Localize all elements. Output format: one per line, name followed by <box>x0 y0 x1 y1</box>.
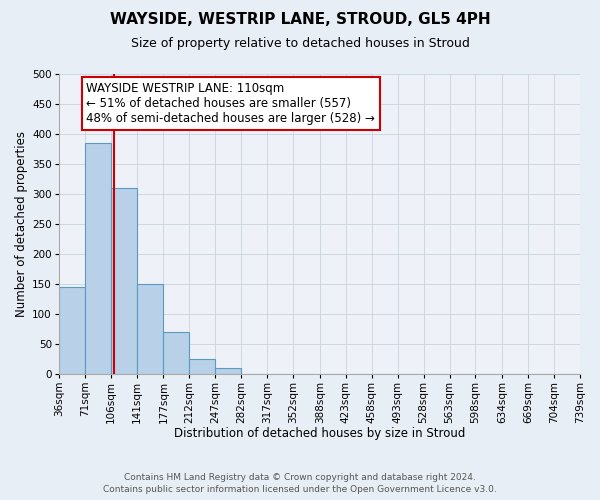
Bar <box>215 368 241 374</box>
Text: WAYSIDE WESTRIP LANE: 110sqm
← 51% of detached houses are smaller (557)
48% of s: WAYSIDE WESTRIP LANE: 110sqm ← 51% of de… <box>86 82 375 125</box>
Text: Size of property relative to detached houses in Stroud: Size of property relative to detached ho… <box>131 38 469 51</box>
X-axis label: Distribution of detached houses by size in Stroud: Distribution of detached houses by size … <box>174 427 465 440</box>
Y-axis label: Number of detached properties: Number of detached properties <box>15 131 28 317</box>
Text: Contains HM Land Registry data © Crown copyright and database right 2024.: Contains HM Land Registry data © Crown c… <box>124 472 476 482</box>
Text: Contains public sector information licensed under the Open Government Licence v3: Contains public sector information licen… <box>103 485 497 494</box>
Bar <box>111 188 137 374</box>
Text: WAYSIDE, WESTRIP LANE, STROUD, GL5 4PH: WAYSIDE, WESTRIP LANE, STROUD, GL5 4PH <box>110 12 490 28</box>
Bar <box>59 288 85 374</box>
Bar <box>190 359 215 374</box>
Bar <box>137 284 163 374</box>
Bar <box>163 332 190 374</box>
Bar <box>85 143 111 374</box>
